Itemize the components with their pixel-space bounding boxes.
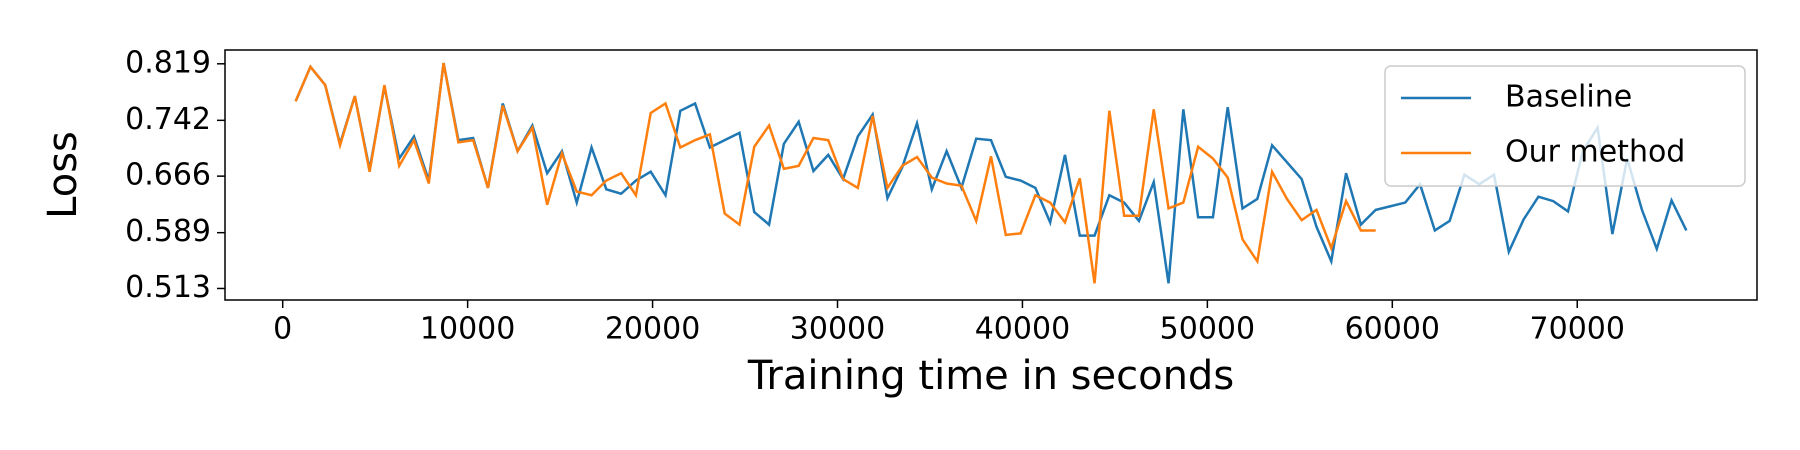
x-tick-label: 50000: [1160, 312, 1255, 347]
y-tick-label: 0.742: [125, 102, 211, 137]
legend-label: Baseline: [1505, 80, 1632, 115]
x-tick-label: 60000: [1345, 312, 1440, 347]
x-tick-label: 40000: [975, 312, 1070, 347]
x-axis-label: Training time in seconds: [747, 353, 1234, 399]
plot-frame: [224, 49, 1758, 301]
y-tick-label: 0.513: [125, 270, 211, 305]
legend-label: Our method: [1505, 135, 1685, 170]
x-tick-label: 0: [273, 312, 292, 347]
legend-box: [1384, 65, 1746, 187]
y-axis-label: Loss: [40, 131, 86, 219]
x-tick-label: 30000: [790, 312, 885, 347]
y-tick-label: 0.819: [125, 45, 211, 80]
x-tick-label: 70000: [1530, 312, 1625, 347]
y-tick-label: 0.589: [125, 214, 211, 249]
x-tick-label: 20000: [605, 312, 700, 347]
x-tick-label: 10000: [420, 312, 515, 347]
series-line: [294, 62, 1376, 284]
y-tick-label: 0.666: [125, 158, 211, 193]
